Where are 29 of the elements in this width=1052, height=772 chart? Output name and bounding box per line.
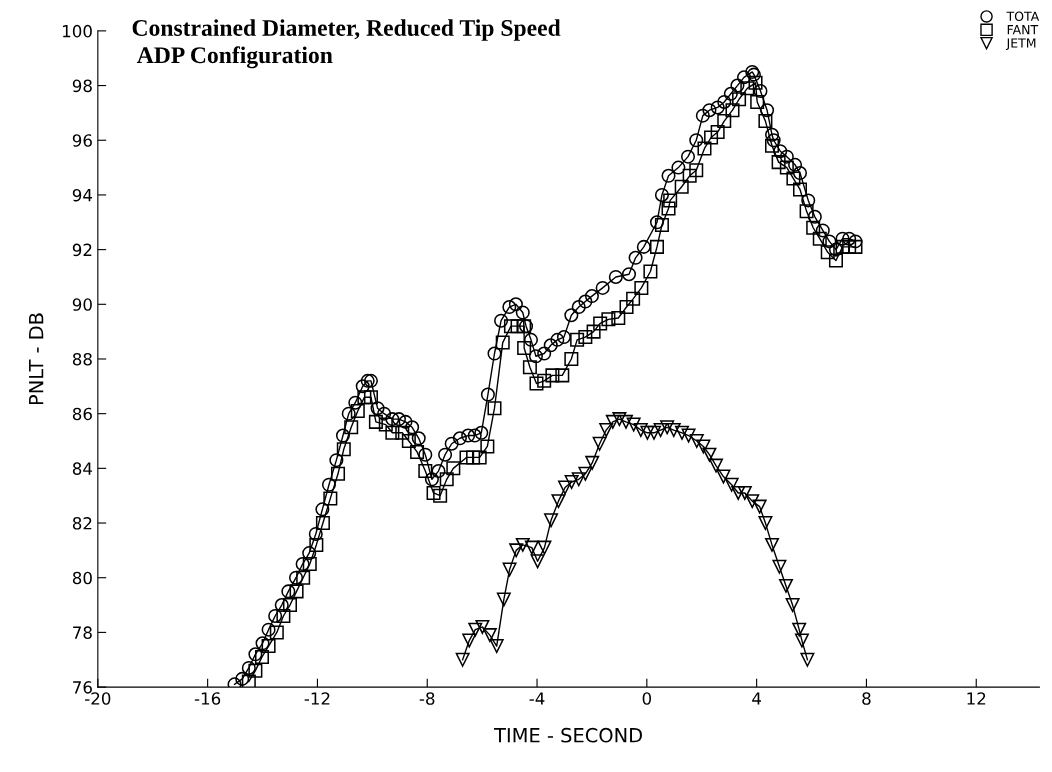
y-tick-label: 94: [72, 188, 93, 202]
y-tick-label: 84: [72, 462, 93, 475]
x-tick-label: -8: [419, 692, 435, 705]
x-tick-label: -20: [85, 692, 111, 705]
text: ADP Configuration: [136, 46, 333, 69]
legend-label: FANT: [1007, 25, 1039, 35]
y-tick-label: 86: [72, 407, 92, 421]
x-tick-label: -4: [529, 692, 545, 705]
y-axis-title: PNLT - DB: [29, 313, 44, 405]
y-tick-label: 98: [72, 79, 92, 93]
chart-title: Constrained Diameter, Reduced Tip Speed: [132, 19, 561, 41]
y-tick-label: 92: [72, 243, 92, 257]
legend-label: TOTA: [1006, 11, 1040, 22]
x-tick-label: 8: [862, 692, 871, 705]
x-tick-label: 0: [642, 692, 652, 705]
x-tick-label: 12: [967, 692, 986, 705]
y-tick-label: 80: [72, 571, 92, 585]
y-tick-label: 96: [72, 134, 92, 147]
x-tick-label: -12: [304, 692, 330, 705]
x-tick-label: -16: [194, 692, 221, 705]
legend-label: JETM: [1005, 38, 1036, 51]
x-axis-title: TIME - SECOND: [494, 727, 642, 743]
y-tick-label: 88: [72, 352, 92, 366]
x-tick-label: 4: [752, 692, 762, 705]
y-tick-label: 76: [73, 681, 92, 694]
y-tick-label: 82: [72, 516, 92, 530]
y-tick-label: 100: [62, 24, 92, 38]
y-tick-label: 90: [72, 298, 92, 311]
y-tick-label: 78: [73, 626, 92, 639]
